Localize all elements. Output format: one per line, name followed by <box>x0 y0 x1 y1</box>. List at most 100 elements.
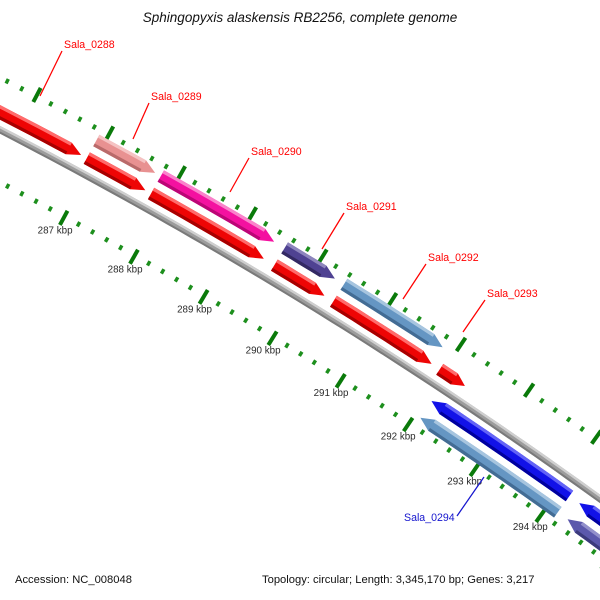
minor-tick-inner <box>325 367 331 375</box>
gene-label-Sala_0289[interactable]: Sala_0289 <box>151 91 202 103</box>
footer-accession: Accession: NC_008048 <box>15 574 132 586</box>
gene-category-arrow-unlabeled-highlight <box>580 522 600 539</box>
gene-arrow-Sala_0291[interactable] <box>271 259 325 296</box>
minor-tick-inner <box>256 325 263 332</box>
minor-tick-inner <box>525 501 532 508</box>
major-tick-inner <box>334 373 347 389</box>
minor-tick-outer <box>149 155 155 162</box>
minor-tick-outer <box>19 85 25 92</box>
gene-arrow-Sala_0292-shadow <box>330 304 419 362</box>
minor-tick-outer <box>206 187 212 194</box>
minor-tick-outer <box>579 425 585 432</box>
minor-tick-outer <box>402 306 409 313</box>
major-tick-inner <box>197 288 210 305</box>
major-tick-inner <box>58 209 70 226</box>
minor-tick-outer <box>443 333 450 340</box>
major-tick-inner <box>128 248 140 265</box>
gene-label-Sala_0294[interactable]: Sala_0294 <box>404 512 455 524</box>
gene-arrow-Sala_0292[interactable] <box>330 295 432 364</box>
minor-tick-inner <box>432 438 439 445</box>
genome-backbone <box>0 125 600 504</box>
minor-tick-inner <box>577 539 584 546</box>
minor-tick-outer <box>62 108 69 115</box>
minor-tick-outer <box>120 139 126 146</box>
minor-tick-inner <box>33 198 39 205</box>
gene-label-Sala_0288[interactable]: Sala_0288 <box>64 39 115 51</box>
gene-category-arrow-Sala_0292-highlight <box>345 278 435 337</box>
gene-label-Sala_0291[interactable]: Sala_0291 <box>346 201 397 213</box>
minor-tick-inner <box>118 244 124 251</box>
major-tick-outer <box>522 382 536 398</box>
minor-tick-outer <box>4 78 10 85</box>
gene-category-arrow-Sala_0290-highlight <box>162 170 266 232</box>
gene-arrow-Sala_0288-shadow <box>0 116 68 155</box>
footer-topology: Topology: circular; Length: 3,345,170 bp… <box>262 574 534 586</box>
gene-category-arrow-Sala_0289-highlight <box>97 134 147 164</box>
major-tick-outer <box>31 86 43 103</box>
gene-arrow-Sala_0291-shadow <box>271 267 311 294</box>
minor-tick-inner <box>446 447 452 454</box>
minor-tick-outer <box>163 163 169 170</box>
gene-arrow-Sala_0294-highlight <box>444 403 574 494</box>
gene-category-arrow-Sala_0291-highlight <box>286 242 327 269</box>
gene-arrow-unlabeled-shadow <box>586 513 600 527</box>
minor-tick-outer <box>565 416 572 423</box>
minor-tick-inner <box>512 492 519 499</box>
major-tick-outer <box>103 125 116 142</box>
major-tick-outer <box>590 429 600 445</box>
gene-category-arrow-unlabeled-shadow <box>574 530 600 551</box>
kbp-label-291: 291 kbp <box>314 388 349 399</box>
gene-category-arrow-Sala_0294[interactable] <box>420 417 562 518</box>
leader-line-Sala_0294 <box>456 476 485 517</box>
gene-arrow-Sala_0290[interactable] <box>147 187 264 259</box>
gene-category-arrow-Sala_0290[interactable] <box>157 170 275 242</box>
leader-line-Sala_0291 <box>321 212 345 250</box>
leader-line-Sala_0288 <box>39 50 63 97</box>
gene-arrow-Sala_0288[interactable] <box>0 88 82 155</box>
gene-category-arrow-Sala_0289[interactable] <box>93 134 156 173</box>
kbp-label-287: 287 kbp <box>38 226 73 237</box>
gene-arrow-Sala_0290-highlight <box>152 187 256 249</box>
gene-category-arrow-Sala_0291[interactable] <box>281 242 335 279</box>
gene-arrow-Sala_0291-highlight <box>276 259 316 286</box>
gene-arrow-Sala_0294[interactable] <box>431 401 574 502</box>
minor-tick-inner <box>379 402 385 409</box>
major-tick-outer <box>386 292 399 308</box>
minor-tick-outer <box>538 397 545 404</box>
minor-tick-outer <box>305 246 311 253</box>
gene-arrow-Sala_0294-shadow <box>439 411 568 502</box>
major-tick-outer <box>246 206 259 223</box>
gene-category-arrow-Sala_0292[interactable] <box>340 278 443 348</box>
minor-tick-outer <box>416 315 422 322</box>
kbp-label-293: 293 kbp <box>447 476 482 487</box>
minor-tick-inner <box>419 429 426 436</box>
minor-tick-inner <box>103 236 110 243</box>
kbp-label-289: 289 kbp <box>177 305 212 316</box>
minor-tick-outer <box>134 147 141 154</box>
gene-label-Sala_0293[interactable]: Sala_0293 <box>487 288 538 300</box>
leader-line-Sala_0290 <box>229 157 250 193</box>
minor-tick-outer <box>91 123 97 131</box>
gene-category-arrow-Sala_0294-highlight <box>433 419 562 510</box>
minor-tick-inner <box>229 309 235 316</box>
major-tick-inner <box>402 416 415 433</box>
minor-tick-inner <box>486 474 492 481</box>
major-tick-outer <box>454 336 468 353</box>
major-tick-inner <box>534 507 548 524</box>
minor-tick-inner <box>89 228 96 235</box>
gene-label-Sala_0290[interactable]: Sala_0290 <box>251 146 302 158</box>
minor-tick-outer <box>360 280 367 287</box>
leader-line-Sala_0293 <box>462 299 486 333</box>
gene-arrow-Sala_0290-shadow <box>147 196 251 258</box>
gene-arrow-Sala_0289[interactable] <box>83 152 146 191</box>
gene-arrow-Sala_0293[interactable] <box>436 363 465 386</box>
gene-label-Sala_0292[interactable]: Sala_0292 <box>428 252 479 264</box>
kbp-label-288: 288 kbp <box>108 265 143 276</box>
minor-tick-inner <box>4 183 11 190</box>
minor-tick-inner <box>590 548 597 555</box>
gene-arrow-Sala_0293-highlight <box>441 363 458 377</box>
minor-tick-inner <box>551 520 558 527</box>
minor-tick-inner <box>499 483 505 490</box>
